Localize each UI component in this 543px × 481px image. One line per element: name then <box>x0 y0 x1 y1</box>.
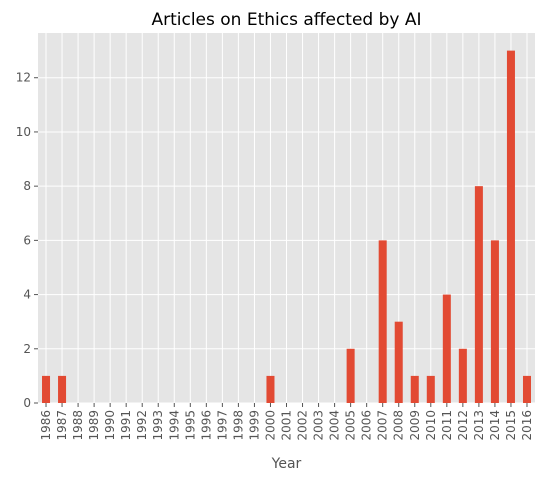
x-tick-label: 1995 <box>183 410 197 441</box>
bar-2015 <box>506 50 515 403</box>
x-tick-label: 1989 <box>87 410 101 441</box>
x-tick-label: 2012 <box>456 410 470 441</box>
x-tick-label: 2006 <box>360 410 374 441</box>
x-tick-label: 2014 <box>488 410 502 441</box>
x-tick-label: 1997 <box>215 410 229 441</box>
bar-2013 <box>474 186 483 403</box>
x-tick-label: 1987 <box>55 410 69 441</box>
bar-2016 <box>522 375 531 403</box>
x-tick-label: 2011 <box>440 410 454 441</box>
y-tick-label: 10 <box>16 125 31 139</box>
x-tick-label: 1994 <box>167 410 181 441</box>
bar-2007 <box>378 240 387 403</box>
y-tick-label: 8 <box>23 179 31 193</box>
x-tick-label: 2001 <box>280 410 294 441</box>
x-tick-label: 2003 <box>312 410 326 441</box>
x-tick-label: 2004 <box>328 410 342 441</box>
x-tick-label: 2016 <box>520 410 534 441</box>
x-tick-label: 2009 <box>408 410 422 441</box>
x-tick-label: 2013 <box>472 410 486 441</box>
x-tick-label: 1986 <box>39 410 53 441</box>
x-tick-label: 2015 <box>504 410 518 441</box>
x-tick-label: 1996 <box>199 410 213 441</box>
bar-2011 <box>442 294 451 403</box>
x-tick-label: 2007 <box>376 410 390 441</box>
x-tick-label: 1991 <box>119 410 133 441</box>
bars <box>42 50 531 403</box>
x-tick-label: 2005 <box>344 410 358 441</box>
bar-1987 <box>58 375 67 403</box>
x-tick-label: 2002 <box>296 410 310 441</box>
bar-1986 <box>42 375 51 403</box>
y-tick-label: 0 <box>23 396 31 410</box>
bar-2010 <box>426 375 435 403</box>
x-tick-label: 2000 <box>263 410 277 441</box>
x-tick-label: 1998 <box>231 410 245 441</box>
bar-2014 <box>490 240 499 403</box>
bar-2005 <box>346 348 355 403</box>
bar-2000 <box>266 375 275 403</box>
x-tick-label: 2008 <box>392 410 406 441</box>
chart-title: Articles on Ethics affected by AI <box>151 10 421 30</box>
x-tick-label: 1993 <box>151 410 165 441</box>
y-tick-label: 6 <box>23 233 31 247</box>
x-tick-label: 2010 <box>424 410 438 441</box>
x-tick-label: 1990 <box>103 410 117 441</box>
y-tick-label: 4 <box>23 288 31 302</box>
x-tick-labels: 1986 1987 1988 1989 1990 1991 1992 1993 1994 1995… <box>39 403 534 441</box>
y-tick-labels: 0 2 4 6 8 10 12 <box>16 71 38 410</box>
x-tick-label: 1999 <box>247 410 261 441</box>
bar-2008 <box>394 321 403 403</box>
x-axis-label: Year <box>271 456 302 472</box>
x-tick-label: 1992 <box>135 410 149 441</box>
y-tick-label: 2 <box>23 342 31 356</box>
y-tick-label: 12 <box>16 71 31 85</box>
bar-2012 <box>458 348 467 403</box>
bar-2009 <box>410 375 419 403</box>
x-tick-label: 1988 <box>71 410 85 441</box>
